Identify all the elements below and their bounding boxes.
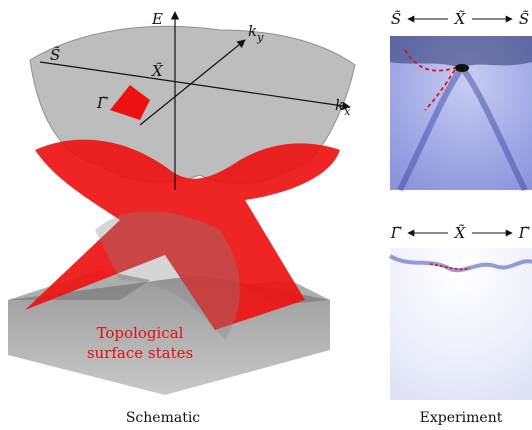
x-point: X̃ [151, 62, 164, 80]
arpes-spot [455, 64, 469, 72]
energy-label: E [151, 10, 163, 28]
panel-label: Γ̃ [390, 224, 402, 242]
kx-base: k [335, 96, 344, 114]
annotation: surface states [87, 344, 193, 362]
panel-label: X̃ [454, 10, 467, 28]
gamma-point: Γ̃ [96, 94, 108, 112]
experiment: S̃ X̃ S̃ Γ̃ X̃ Γ̃ Experiment [390, 10, 532, 426]
schematic: E ky kx S̃ X̃ Γ̃ Topological surface sta… [8, 10, 355, 426]
annotation: Topological [97, 324, 184, 342]
kx-sub: x [344, 105, 351, 118]
caption: Experiment [420, 410, 503, 426]
panel-label: S̃ [391, 10, 401, 28]
caption: Schematic [126, 410, 200, 426]
ky-base: k [248, 22, 257, 40]
panel-label: X̃ [454, 224, 467, 242]
s-point: S̃ [50, 46, 60, 64]
panel-label: Γ̃ [518, 224, 530, 242]
panel-label: S̃ [519, 10, 529, 28]
ky-sub: y [256, 31, 264, 44]
arpes-dark [390, 36, 532, 68]
figure: E ky kx S̃ X̃ Γ̃ Topological surface sta… [0, 0, 532, 430]
